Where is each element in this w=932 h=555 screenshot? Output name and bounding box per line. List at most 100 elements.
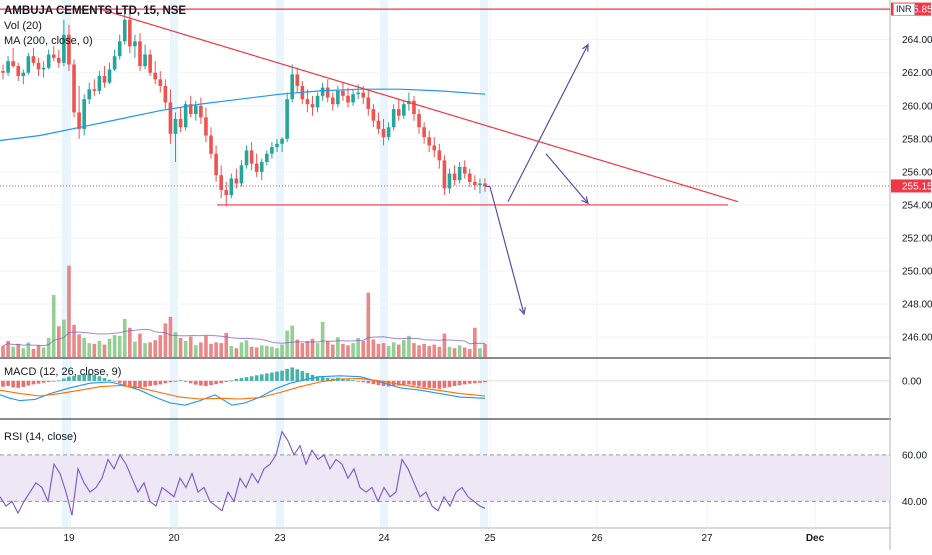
volume-bar [244, 340, 249, 357]
candle [102, 66, 107, 88]
volume-ma-path [2, 328, 485, 347]
candle-body [112, 56, 117, 70]
macd-histogram-bar [300, 371, 305, 381]
session-band-4 [480, 0, 488, 527]
macd-histogram-bar [341, 378, 345, 381]
candle-body [153, 72, 158, 80]
macd-histogram-bar [244, 377, 249, 381]
volume-bar [356, 338, 360, 357]
volume-bar [122, 319, 127, 357]
symbol-title: AMBUJA CEMENTS LTD, 15, NSE [4, 5, 187, 17]
price-tick-label: 248.00 [902, 300, 932, 311]
candle-body [62, 34, 66, 63]
candle-body [188, 104, 193, 115]
volume-bar [183, 340, 188, 357]
candle [396, 99, 401, 121]
candle [366, 90, 371, 116]
volume-bar [295, 339, 300, 357]
price-label-last-bg [891, 179, 931, 193]
volume-bar [188, 336, 193, 357]
candle-body [376, 120, 381, 129]
macd-histogram-bar [122, 380, 127, 386]
price-tick-label: 254.00 [902, 200, 932, 211]
candle [97, 71, 102, 95]
volume-bar [209, 343, 213, 357]
candle-body [462, 166, 467, 174]
macd-histogram-bar [148, 380, 152, 386]
price-tick-label: 256.00 [902, 167, 932, 178]
candle [270, 142, 274, 159]
candle [77, 85, 81, 139]
candle [315, 92, 320, 113]
candle-body [457, 166, 462, 181]
macd-histogram-bar [214, 380, 218, 385]
volume-bar [67, 265, 71, 357]
price-tick-label: 262.00 [902, 68, 932, 79]
candle-body [183, 104, 188, 128]
macd-histogram-bar [259, 374, 264, 381]
macd-histogram-bar [62, 378, 66, 381]
macd-histogram-bar [97, 376, 102, 381]
candle [381, 119, 386, 146]
macd-histogram-bar [57, 380, 61, 382]
volume-bar [51, 294, 56, 357]
macd-histogram-bar [265, 373, 269, 381]
candle-body [163, 85, 168, 103]
macd-histogram-bar [133, 380, 137, 389]
volume-bar [11, 346, 15, 357]
candle [467, 168, 472, 187]
rsi-band-fill [0, 454, 890, 502]
volume-bar [275, 348, 279, 357]
candle-body [82, 99, 86, 129]
candle [107, 62, 112, 85]
currency-badge[interactable]: INR [893, 3, 915, 16]
candle [51, 46, 56, 62]
candle [427, 130, 431, 153]
candle-body [356, 92, 360, 95]
volume-bar [163, 323, 168, 357]
candle-body [122, 19, 127, 42]
candle [204, 107, 208, 143]
time-tick-label: 20 [168, 533, 180, 544]
candle [305, 89, 310, 113]
volume-bar [153, 340, 158, 357]
macd-histogram-bar [87, 373, 92, 381]
candle-body [87, 89, 92, 100]
candle-body [270, 147, 274, 154]
candle [36, 57, 41, 77]
candle-body [1, 71, 5, 73]
candle-body [244, 150, 249, 166]
candle [82, 94, 86, 136]
candle [330, 92, 335, 111]
candle [72, 59, 76, 118]
candle-body [386, 127, 391, 138]
macd-histogram-bar [402, 380, 406, 386]
candle [183, 100, 188, 131]
volume-bar [432, 344, 437, 357]
macd-histogram-bar [407, 380, 411, 385]
candle [6, 56, 10, 77]
volume-bar [341, 343, 345, 357]
macd-histogram-bar [219, 380, 223, 384]
volume-bar [320, 321, 325, 357]
macd-histogram-bar [158, 380, 163, 385]
macd-histogram-bar [229, 380, 234, 382]
candle [143, 44, 147, 70]
candle-body [26, 56, 31, 73]
candle-body [51, 54, 56, 58]
volume-bar [239, 342, 244, 357]
volume-bar [336, 337, 340, 357]
macd-histogram-bar [36, 380, 41, 384]
candle [31, 47, 36, 67]
macd-histogram-bar [412, 380, 416, 386]
candle [62, 19, 66, 67]
candle [285, 92, 289, 143]
macd-histogram-bar [295, 369, 300, 381]
candle [92, 79, 97, 96]
macd-histogram-bar [117, 380, 122, 384]
candle [351, 89, 355, 106]
candle-body [46, 54, 51, 68]
time-tick-label: Dec [806, 533, 825, 544]
